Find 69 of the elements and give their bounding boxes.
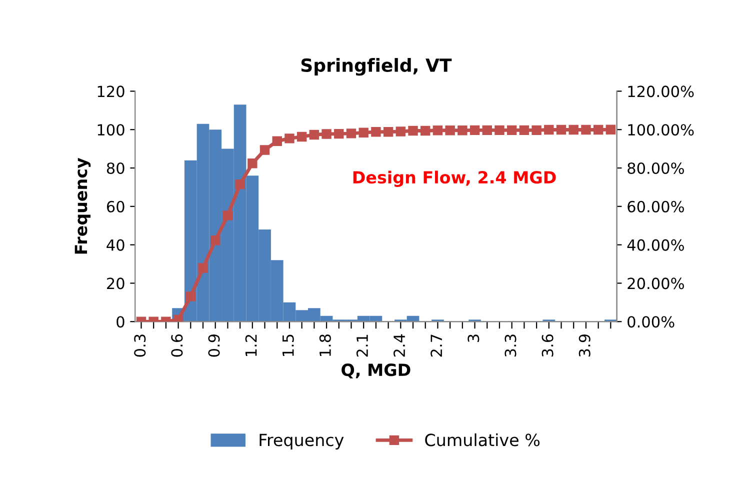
x-axis-title: Q, MGD xyxy=(342,364,410,378)
point xyxy=(470,125,480,136)
y2-tick-label: 20.00% xyxy=(628,278,684,290)
point xyxy=(210,236,220,246)
point xyxy=(408,126,418,136)
x-tick-label: 0.9 xyxy=(208,334,220,357)
y-tick-label: 0 xyxy=(116,316,124,328)
x-tick-label: 3.6 xyxy=(542,334,554,357)
x-tick-label: 2.7 xyxy=(430,334,442,357)
point xyxy=(322,129,332,139)
y-tick-label: 40 xyxy=(106,239,124,251)
point xyxy=(222,210,233,220)
chart-title: Springfield, VT xyxy=(301,58,452,76)
x-tick-label: 1.5 xyxy=(282,334,294,356)
point xyxy=(334,128,344,139)
point xyxy=(383,127,394,137)
point xyxy=(358,128,368,138)
point xyxy=(420,126,430,136)
point xyxy=(346,128,356,138)
point xyxy=(432,126,443,136)
point xyxy=(544,124,554,135)
y2-tick-label: 40.00% xyxy=(627,239,684,251)
point xyxy=(371,127,381,137)
x-tick-label: 3.3 xyxy=(504,334,516,357)
annotation: Design Flow, 2.4 MGD xyxy=(353,170,556,187)
point xyxy=(272,136,282,146)
y2-tick-label: 60.00% xyxy=(628,200,684,212)
point xyxy=(532,125,542,136)
x-tick-label: 0.6 xyxy=(171,334,183,357)
y2-tick-label: 0.00% xyxy=(628,316,674,328)
point xyxy=(506,125,517,136)
x-tick-label: 3.9 xyxy=(578,334,590,357)
point xyxy=(494,125,504,136)
point xyxy=(519,125,530,136)
y-tick-label: 100 xyxy=(98,124,124,136)
point xyxy=(235,179,245,190)
point xyxy=(248,158,258,168)
point xyxy=(284,134,294,144)
x-tick-label: 2.4 xyxy=(394,334,405,357)
x-tick-label: 2.1 xyxy=(356,334,368,357)
x-tick-label: 1.2 xyxy=(245,334,257,356)
x-tick-label: 0.3 xyxy=(134,334,146,357)
point xyxy=(482,125,492,136)
point xyxy=(568,124,578,135)
y-tick-label: 80 xyxy=(106,162,124,174)
y-axis-title: Frequency xyxy=(74,158,91,254)
legend-label: Frequency xyxy=(260,434,344,450)
legend-label: Cumulative % xyxy=(425,433,540,446)
point xyxy=(309,130,320,140)
y2-tick-label: 80.00% xyxy=(628,162,684,174)
point xyxy=(556,124,566,135)
y-tick-label: 120 xyxy=(98,86,124,98)
y2-tick-label: 120.00% xyxy=(628,86,694,98)
point xyxy=(296,132,307,142)
point xyxy=(445,126,455,136)
point xyxy=(581,124,591,135)
y-tick-label: 60 xyxy=(106,200,124,212)
point xyxy=(593,124,604,135)
point xyxy=(260,145,270,155)
point xyxy=(186,292,196,302)
x-tick-label: 1.8 xyxy=(319,334,331,356)
point xyxy=(458,126,468,136)
point xyxy=(198,263,208,273)
y2-tick-label: 100.00% xyxy=(628,124,694,136)
point xyxy=(173,314,184,322)
point xyxy=(606,124,616,134)
y-tick-label: 20 xyxy=(107,278,124,290)
point xyxy=(396,126,406,136)
x-tick-label: 3 xyxy=(468,334,480,342)
